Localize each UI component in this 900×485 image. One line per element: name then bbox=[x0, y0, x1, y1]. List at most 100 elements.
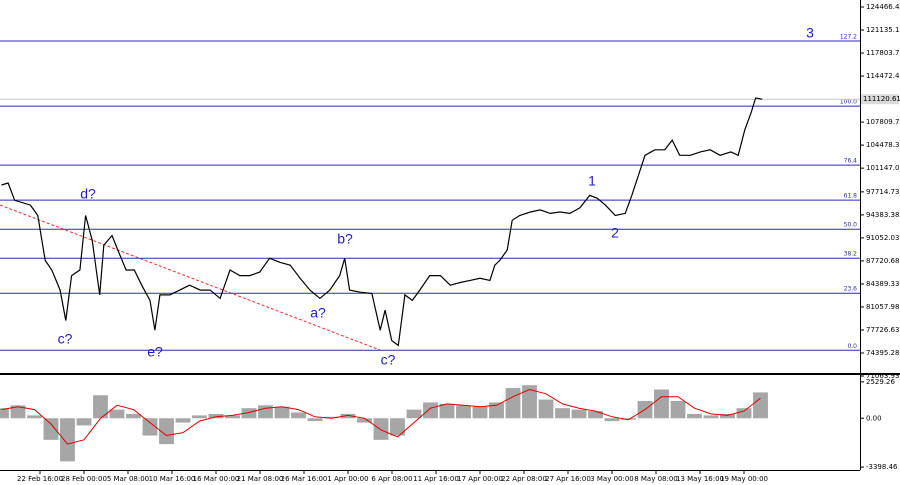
wave-label: c? bbox=[381, 352, 396, 368]
x-tick-label: 22 Apr 08:00 bbox=[501, 475, 547, 483]
fib-label: 100.0 bbox=[840, 99, 857, 106]
fib-label: 76.4 bbox=[844, 158, 858, 165]
histogram-bar bbox=[604, 418, 620, 422]
x-tick-label: 13 May 16:00 bbox=[676, 475, 724, 483]
histogram-bar bbox=[439, 403, 455, 419]
y-tick-label: 71063.93 bbox=[866, 372, 899, 380]
x-tick-label: 6 Apr 08:00 bbox=[371, 475, 412, 483]
histogram-bar bbox=[208, 413, 224, 419]
x-tick-label: 16 Mar 00:00 bbox=[193, 475, 240, 483]
histogram-bar bbox=[192, 415, 207, 419]
y-tick-label: 117803.78 bbox=[866, 49, 900, 57]
histogram-bar bbox=[456, 405, 471, 419]
last-price-box bbox=[861, 94, 899, 105]
y-tick-label: 87720.68 bbox=[866, 257, 899, 265]
wave-label: 3 bbox=[806, 25, 814, 41]
histogram-bar bbox=[0, 408, 9, 419]
x-tick-label: 27 Apr 16:00 bbox=[545, 475, 591, 483]
histogram-bar bbox=[324, 416, 339, 419]
histogram-bar bbox=[27, 415, 42, 419]
x-tick-label: 17 Apr 00:00 bbox=[457, 475, 503, 483]
y-tick-label: 0.00 bbox=[866, 414, 882, 422]
histogram-bar bbox=[357, 418, 372, 423]
histogram-bar bbox=[571, 409, 587, 419]
y-tick-label: -3398.46 bbox=[866, 463, 898, 471]
x-tick-label: 3 May 00:00 bbox=[590, 475, 634, 483]
wave-label: d? bbox=[80, 186, 96, 202]
histogram-bar bbox=[472, 406, 488, 419]
histogram-bar bbox=[654, 389, 669, 419]
line bbox=[1, 388, 761, 445]
x-tick-label: 8 May 08:00 bbox=[634, 475, 678, 483]
histogram-bar bbox=[736, 408, 752, 419]
histogram-bar bbox=[10, 405, 26, 419]
histogram-bar bbox=[621, 418, 636, 420]
histogram-bar bbox=[258, 405, 273, 419]
wave-label: c? bbox=[58, 331, 73, 347]
histogram-bar bbox=[588, 411, 603, 419]
histogram-bar bbox=[390, 418, 405, 436]
fib-label: 0.0 bbox=[847, 343, 857, 350]
y-tick-label: 77726.63 bbox=[866, 326, 899, 334]
y-tick-label: 107809.73 bbox=[866, 118, 900, 126]
y-tick-label: 94383.38 bbox=[866, 211, 899, 219]
x-tick-label: 26 Mar 16:00 bbox=[281, 475, 328, 483]
wave-label: a? bbox=[310, 305, 326, 321]
y-tick-label: 74395.28 bbox=[866, 349, 899, 357]
wave-label: 1 bbox=[588, 173, 596, 189]
histogram-bar bbox=[93, 395, 108, 419]
x-tick-label: 28 Feb 00:00 bbox=[61, 475, 107, 483]
x-tick-label: 10 Mar 16:00 bbox=[149, 475, 196, 483]
histogram-bar bbox=[703, 415, 719, 419]
histogram-bar bbox=[175, 418, 191, 423]
histogram-bar bbox=[142, 418, 158, 436]
y-tick-label: 2529.26 bbox=[866, 378, 895, 386]
fib-label: 23.6 bbox=[844, 286, 858, 293]
histogram-bar bbox=[43, 418, 59, 440]
y-tick-label: 104478.38 bbox=[866, 141, 900, 149]
histogram-bar bbox=[340, 413, 356, 419]
x-tick-label: 22 Feb 16:00 bbox=[17, 475, 63, 483]
y-tick-label: 124466.48 bbox=[866, 3, 900, 11]
y-tick-label: 121135.13 bbox=[866, 26, 900, 34]
histogram-bar bbox=[241, 408, 257, 419]
histogram-bar bbox=[406, 409, 422, 419]
fib-label: 50.0 bbox=[844, 222, 858, 229]
x-tick-label: 1 Apr 00:00 bbox=[327, 475, 368, 483]
fib-label: 127.2 bbox=[840, 34, 857, 41]
histogram-bar bbox=[225, 415, 240, 419]
histogram-bar bbox=[720, 413, 735, 419]
histogram-bar bbox=[307, 418, 323, 422]
histogram-bar bbox=[423, 402, 438, 419]
x-tick-label: 11 Apr 16:00 bbox=[413, 475, 459, 483]
histogram-bar bbox=[522, 385, 537, 419]
histogram-bar bbox=[753, 392, 768, 419]
histogram-bar bbox=[555, 408, 570, 419]
fib-label: 38.2 bbox=[844, 251, 858, 258]
line bbox=[1, 97, 763, 347]
histogram-bar bbox=[126, 413, 141, 419]
last-price-label: 111120.61 bbox=[863, 95, 900, 103]
histogram-bar bbox=[109, 409, 125, 419]
y-tick-label: 91052.03 bbox=[866, 234, 899, 242]
y-tick-label: 114472.43 bbox=[866, 72, 900, 80]
histogram-bar bbox=[687, 413, 702, 419]
wave-label: b? bbox=[337, 231, 353, 247]
histogram-bar bbox=[60, 418, 75, 462]
histogram-bar bbox=[505, 388, 521, 419]
histogram-bar bbox=[670, 401, 686, 419]
y-tick-label: 81057.98 bbox=[866, 303, 899, 311]
histogram-bar bbox=[373, 418, 389, 440]
y-tick-label: 101147.03 bbox=[866, 164, 900, 172]
x-tick-label: 19 May 00:00 bbox=[720, 475, 768, 483]
x-tick-label: 5 Mar 08:00 bbox=[107, 475, 149, 483]
y-tick-label: 84389.33 bbox=[866, 280, 899, 288]
y-tick-label: 97714.73 bbox=[866, 188, 899, 196]
histogram-bar bbox=[159, 418, 174, 445]
x-tick-label: 21 Mar 08:00 bbox=[237, 475, 284, 483]
wave-label: e? bbox=[147, 344, 163, 360]
histogram-bar bbox=[538, 399, 554, 419]
histogram-bar bbox=[291, 412, 306, 419]
fib-label: 61.8 bbox=[844, 193, 858, 200]
